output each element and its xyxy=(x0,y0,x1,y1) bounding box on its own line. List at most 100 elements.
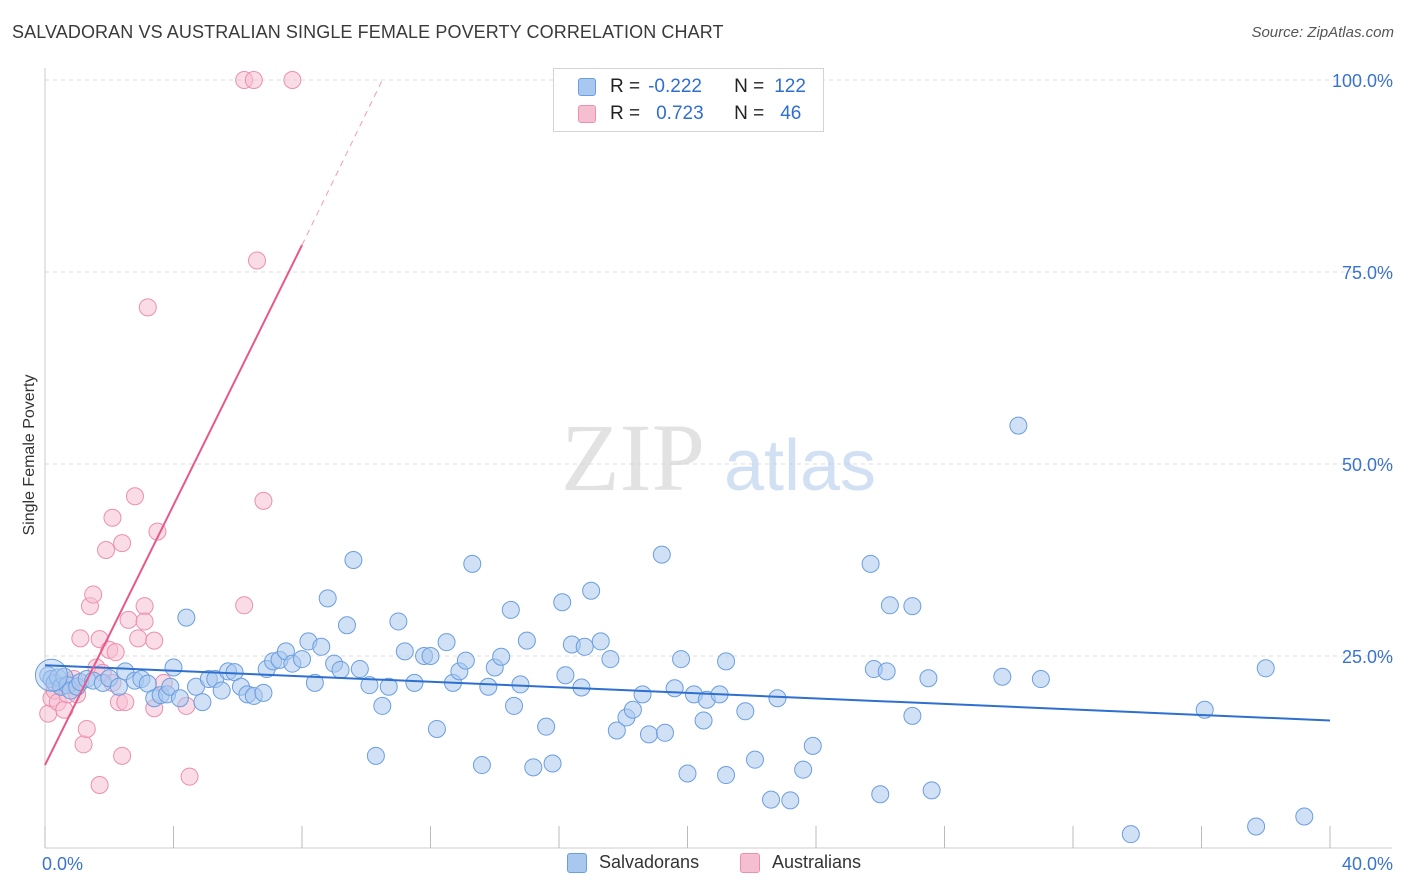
salvadorans-point xyxy=(803,736,822,755)
chart-title: SALVADORAN VS AUSTRALIAN SINGLE FEMALE P… xyxy=(12,22,724,42)
salvadorans-point xyxy=(781,791,800,810)
salvadorans-point xyxy=(537,717,556,736)
australians-point xyxy=(244,71,263,89)
salvadorans-point xyxy=(164,658,183,677)
salvadorans-point xyxy=(633,685,652,704)
salvadorans-point xyxy=(331,660,350,679)
salvadorans-point xyxy=(492,647,511,666)
pink-swatch xyxy=(578,105,596,123)
australians-point xyxy=(235,596,254,615)
salvadorans-point xyxy=(871,785,890,804)
trend-lines xyxy=(44,79,1331,766)
australians-point xyxy=(254,491,273,510)
legend-n-value: 122 xyxy=(774,76,806,97)
salvadorans-point xyxy=(694,711,713,730)
australians-point xyxy=(119,610,138,629)
salvadorans-point xyxy=(1295,807,1314,826)
salvadorans-point xyxy=(903,597,922,616)
australians-point xyxy=(145,631,164,650)
salvadorans-point xyxy=(293,650,311,669)
australians-point xyxy=(135,597,154,616)
x-tick-label: 0.0% xyxy=(42,854,83,874)
salvadorans-point xyxy=(993,667,1012,686)
salvadorans-point xyxy=(672,650,691,669)
salvadorans-point xyxy=(582,581,601,600)
salvadorans-point xyxy=(556,666,575,685)
salvadorans-point xyxy=(389,612,408,631)
y-tick-label: 100.0% xyxy=(1332,71,1393,91)
australians-point xyxy=(125,487,144,506)
source-label: Source: ZipAtlas.com xyxy=(1251,24,1394,41)
watermark-zip: ZIP xyxy=(561,404,705,511)
salvadorans-point xyxy=(109,677,128,696)
salvadorans-point xyxy=(437,633,456,652)
salvadorans-point xyxy=(505,696,524,715)
salvadorans-point xyxy=(305,673,324,692)
salvadorans-point xyxy=(623,700,642,719)
salvadorans-point xyxy=(479,677,498,696)
australians-point xyxy=(138,298,157,317)
legend-r-value: 0.723 xyxy=(656,103,704,124)
legend-label-salvadorans: Salvadorans xyxy=(599,852,700,872)
salvadorans-point xyxy=(768,689,787,708)
salvadorans-point xyxy=(1247,817,1266,836)
australians-trend-line xyxy=(44,244,303,766)
salvadorans-point xyxy=(652,545,671,564)
australians-point xyxy=(116,693,135,712)
australians-point xyxy=(135,612,154,631)
y-tick-label: 50.0% xyxy=(1342,455,1393,475)
salvadorans-point xyxy=(395,642,414,661)
watermark: ZIP atlas xyxy=(561,404,876,511)
salvadorans-point xyxy=(553,593,572,612)
australians-point xyxy=(283,71,302,89)
salvadorans-point xyxy=(337,616,356,635)
salvadorans-point xyxy=(373,696,392,715)
salvadorans-point xyxy=(861,554,880,573)
salvadorans-point xyxy=(1009,416,1028,435)
salvadorans-point xyxy=(665,679,684,698)
salvadorans-cluster-point xyxy=(34,658,68,692)
australians-point xyxy=(129,629,148,648)
australians-point xyxy=(113,534,132,553)
salvadorans-point xyxy=(919,669,938,688)
salvadorans-point xyxy=(177,608,196,627)
salvadorans-point xyxy=(877,662,896,681)
salvadorans-point xyxy=(161,677,180,696)
y-tick-label: 25.0% xyxy=(1342,647,1393,667)
salvadorans-point xyxy=(639,725,658,744)
watermark-atlas: atlas xyxy=(724,426,876,506)
y-tick-label: 75.0% xyxy=(1342,263,1393,283)
salvadorans-point xyxy=(456,651,475,670)
salvadorans-point xyxy=(591,632,610,651)
salvadorans-point xyxy=(1256,659,1275,678)
australians-point xyxy=(74,735,93,754)
gridlines xyxy=(45,79,1392,657)
australians-point xyxy=(97,541,116,560)
salvadorans-point xyxy=(421,647,440,665)
salvadorans-point xyxy=(344,551,363,569)
salvadorans-point xyxy=(903,706,922,725)
salvadorans-point xyxy=(511,675,530,694)
salvadorans-point xyxy=(379,677,398,696)
australians-point xyxy=(71,629,90,648)
salvadorans-point xyxy=(922,781,941,800)
x-tick-label: 40.0% xyxy=(1342,854,1393,874)
salvadorans-point xyxy=(794,760,813,779)
blue-swatch xyxy=(567,852,587,873)
salvadorans-point xyxy=(360,676,379,695)
legend-item-salvadorans: Salvadorans xyxy=(567,852,699,873)
australians-trend-extension xyxy=(301,79,383,246)
salvadorans-point xyxy=(717,766,736,785)
salvadorans-point xyxy=(366,746,385,765)
salvadorans-point xyxy=(762,790,781,809)
salvadorans-point xyxy=(543,754,562,773)
legend-n-label: N = xyxy=(734,76,765,97)
legend-item-australians: Australians xyxy=(740,852,861,873)
salvadorans-point xyxy=(254,683,273,702)
salvadorans-point xyxy=(524,758,543,777)
salvadorans-point xyxy=(193,693,212,712)
legend-label-australians: Australians xyxy=(772,852,862,872)
salvadorans-point xyxy=(212,681,231,700)
blue-swatch xyxy=(578,78,596,96)
